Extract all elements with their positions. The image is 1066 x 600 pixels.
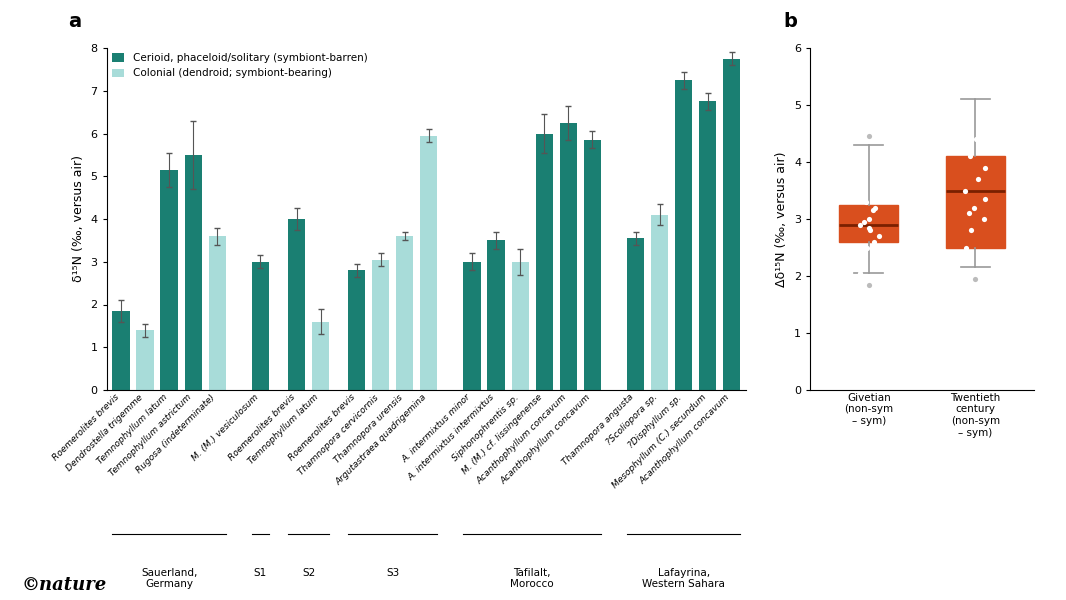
Text: b: b xyxy=(784,12,797,31)
PathPatch shape xyxy=(947,156,1004,247)
Bar xyxy=(512,262,529,390)
Point xyxy=(976,194,994,204)
Text: S1: S1 xyxy=(254,568,268,578)
Legend: Cerioid, phaceloid/solitary (symbiont-barren), Colonial (dendroid; symbiont-bear: Cerioid, phaceloid/solitary (symbiont-ba… xyxy=(112,53,368,79)
Bar xyxy=(420,136,437,390)
Bar xyxy=(464,262,481,390)
Point xyxy=(861,226,878,235)
Point xyxy=(859,242,876,252)
Bar xyxy=(627,238,644,390)
Point xyxy=(957,242,974,252)
Point xyxy=(860,131,877,141)
Bar xyxy=(312,322,329,390)
Y-axis label: δ¹⁵N (‰, versus air): δ¹⁵N (‰, versus air) xyxy=(71,155,85,283)
Text: Tafilalt,
Morocco: Tafilalt, Morocco xyxy=(511,568,554,589)
Bar xyxy=(699,101,716,390)
Point xyxy=(966,203,983,212)
Bar xyxy=(161,170,178,390)
Point xyxy=(967,274,984,284)
Point xyxy=(969,174,986,184)
Point xyxy=(963,226,980,235)
Y-axis label: Δδ¹⁵N (‰, versus air): Δδ¹⁵N (‰, versus air) xyxy=(775,151,789,287)
Text: ©nature: ©nature xyxy=(21,576,107,594)
Point xyxy=(865,206,882,215)
Point xyxy=(867,260,884,269)
Point xyxy=(852,268,869,278)
Text: S2: S2 xyxy=(302,568,316,578)
Point xyxy=(960,208,978,218)
Bar xyxy=(252,262,269,390)
Point xyxy=(860,223,877,232)
Point xyxy=(871,231,888,241)
Point xyxy=(860,214,877,224)
Bar xyxy=(348,270,366,390)
Bar xyxy=(184,155,201,390)
Point xyxy=(858,197,875,206)
Text: S3: S3 xyxy=(386,568,400,578)
Point xyxy=(855,217,872,227)
Bar xyxy=(209,236,226,390)
Bar xyxy=(136,330,154,390)
Text: Lafayrina,
Western Sahara: Lafayrina, Western Sahara xyxy=(642,568,725,589)
PathPatch shape xyxy=(839,205,898,242)
Point xyxy=(976,163,994,173)
Bar xyxy=(675,80,692,390)
Text: a: a xyxy=(68,12,81,31)
Bar xyxy=(535,133,553,390)
Bar xyxy=(372,260,389,390)
Point xyxy=(968,134,985,144)
Point xyxy=(867,203,884,212)
Bar xyxy=(560,123,577,390)
Bar xyxy=(584,140,601,390)
Bar xyxy=(112,311,130,390)
Point xyxy=(975,214,992,224)
Bar xyxy=(288,219,305,390)
Bar xyxy=(723,59,741,390)
Point xyxy=(851,220,868,230)
Point xyxy=(860,280,877,289)
Point xyxy=(975,128,992,138)
Point xyxy=(962,151,979,161)
Point xyxy=(956,186,973,196)
Bar xyxy=(487,241,505,390)
Bar xyxy=(651,215,668,390)
Text: Sauerland,
Germany: Sauerland, Germany xyxy=(141,568,197,589)
Bar xyxy=(397,236,414,390)
Point xyxy=(865,237,882,247)
